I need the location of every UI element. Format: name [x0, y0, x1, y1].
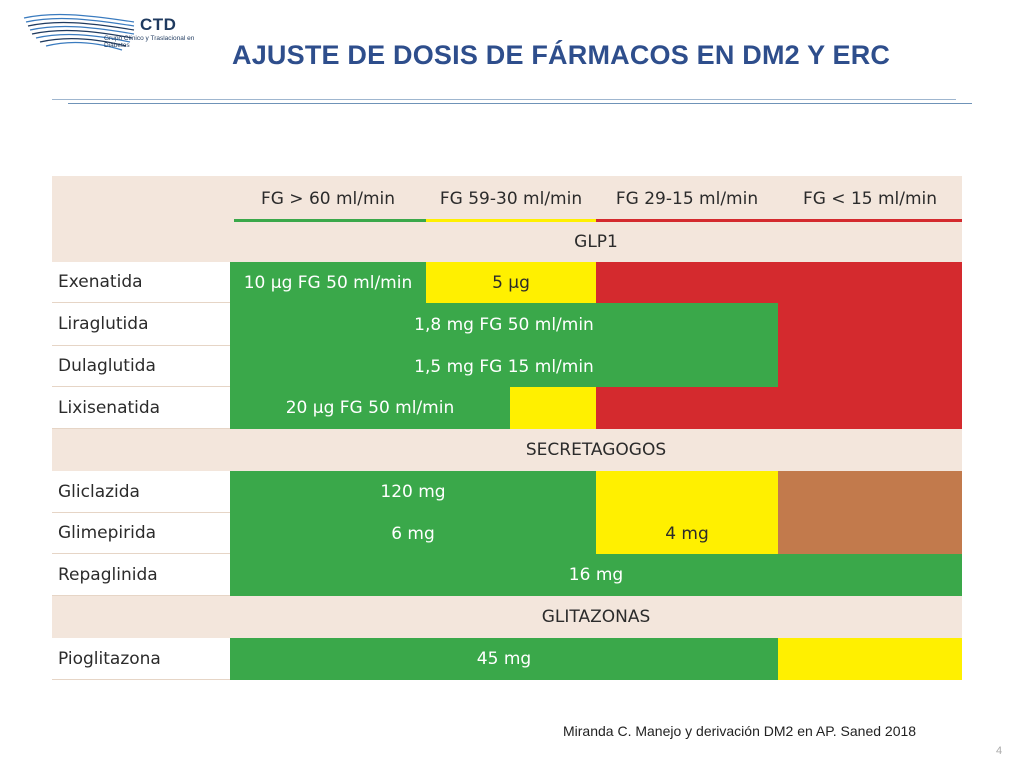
section-label: GLP1: [574, 232, 618, 252]
table-row: Lixisenatida 20 µg FG 50 ml/min: [52, 387, 962, 429]
section-row-secretagogos: SECRETAGOGOS: [52, 429, 962, 471]
contraindicated-cell: [778, 303, 962, 346]
dose-cell: 20 µg FG 50 ml/min: [230, 387, 510, 429]
drug-name: Glimepirida: [52, 513, 230, 554]
title-divider-bottom: [68, 103, 972, 104]
section-label: SECRETAGOGOS: [525, 440, 667, 460]
drug-name: Repaglinida: [52, 554, 230, 596]
dose-cell: 4 mg: [596, 513, 778, 554]
section-row-glitazonas: GLITAZONAS: [52, 596, 962, 638]
avoid-cell: [778, 513, 962, 554]
header-underline-green: [234, 219, 426, 222]
dose-cell: 1,5 mg FG 15 ml/min: [230, 346, 778, 387]
caution-cell: [778, 638, 962, 680]
column-header: FG 59-30 ml/min: [439, 189, 583, 209]
drug-name: Dulaglutida: [52, 346, 230, 387]
table-header-row: FG > 60 ml/min FG 59-30 ml/min FG 29-15 …: [52, 176, 962, 222]
table-row: Gliclazida 120 mg: [52, 471, 962, 513]
section-label: GLITAZONAS: [541, 607, 651, 627]
dose-cell: 45 mg: [230, 638, 778, 680]
dose-adjustment-table: FG > 60 ml/min FG 59-30 ml/min FG 29-15 …: [52, 176, 962, 680]
drug-name: Exenatida: [52, 262, 230, 303]
contraindicated-cell: [596, 262, 962, 303]
table-row: Glimepirida 6 mg 4 mg: [52, 513, 962, 554]
caution-cell: [510, 387, 596, 429]
dose-cell: 16 mg: [230, 554, 962, 596]
caution-cell: [596, 471, 778, 513]
table-row: Exenatida 10 µg FG 50 ml/min 5 µg: [52, 262, 962, 303]
header-underline-yellow: [426, 219, 596, 222]
contraindicated-cell: [778, 346, 962, 387]
table-row: Pioglitazona 45 mg: [52, 638, 962, 680]
drug-name: Liraglutida: [52, 303, 230, 346]
drug-name: Lixisenatida: [52, 387, 230, 429]
page-title: AJUSTE DE DOSIS DE FÁRMACOS EN DM2 Y ERC: [232, 40, 891, 70]
ctd-logo: CTD Grupo Clínico y Traslacional en Diab…: [22, 12, 202, 56]
wave-lines-icon: [23, 13, 135, 51]
dose-cell: 5 µg: [426, 262, 596, 303]
header-underline-red: [596, 219, 962, 222]
title-divider-top: [52, 99, 956, 100]
contraindicated-cell: [596, 387, 962, 429]
table-row: Liraglutida 1,8 mg FG 50 ml/min: [52, 303, 962, 346]
dose-cell: 10 µg FG 50 ml/min: [230, 262, 426, 303]
column-header: FG 29-15 ml/min: [615, 189, 759, 209]
column-header: FG > 60 ml/min: [260, 189, 396, 209]
drug-name: Pioglitazona: [52, 638, 230, 680]
dose-cell: 120 mg: [230, 471, 596, 513]
avoid-cell: [778, 471, 962, 513]
page-number: 4: [996, 745, 1003, 757]
dose-cell: 6 mg: [230, 513, 596, 554]
dose-cell: 1,8 mg FG 50 ml/min: [230, 303, 778, 346]
section-row-glp1: GLP1: [52, 222, 962, 262]
logo-name: CTD: [140, 15, 177, 34]
column-header: FG < 15 ml/min: [802, 189, 938, 209]
table-row: Dulaglutida 1,5 mg FG 15 ml/min: [52, 346, 962, 387]
table-row: Repaglinida 16 mg: [52, 554, 962, 596]
citation: Miranda C. Manejo y derivación DM2 en AP…: [563, 723, 917, 739]
logo-subtitle: Grupo Clínico y Traslacional en Diabetes: [104, 35, 195, 49]
drug-name: Gliclazida: [52, 471, 230, 513]
